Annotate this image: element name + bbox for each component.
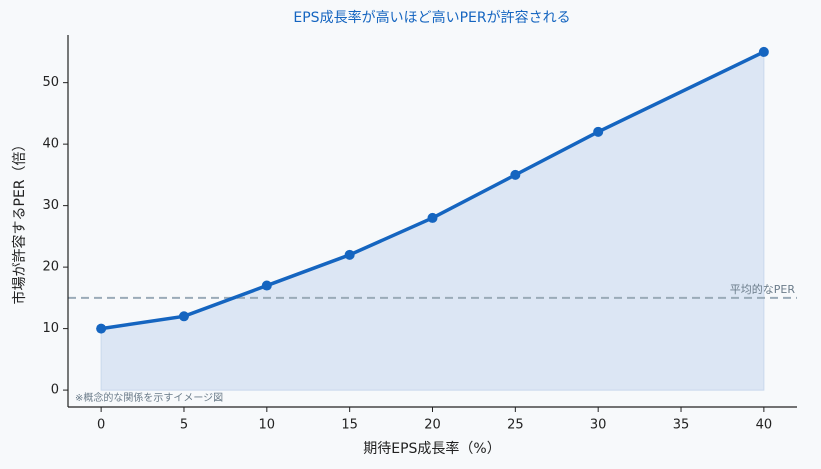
x-tick-label: 20 <box>424 418 441 433</box>
point <box>96 323 107 334</box>
point <box>758 46 769 57</box>
y-tick-label: 40 <box>42 137 59 152</box>
x-tick-label: 30 <box>590 418 607 433</box>
point <box>427 212 438 223</box>
point <box>510 169 521 180</box>
annotation: ※概念的な関係を示すイメージ図 <box>75 391 223 404</box>
x-tick-label: 15 <box>341 418 358 433</box>
y-tick-label: 30 <box>42 198 59 213</box>
y-tick-label: 0 <box>51 383 59 398</box>
point <box>593 126 604 137</box>
x-axis-label: 期待EPS成長率（%） <box>363 440 500 457</box>
point <box>261 280 272 291</box>
point <box>178 311 189 322</box>
x-tick-label: 35 <box>673 418 690 433</box>
chart-title: EPS成長率が高いほど高いPERが許容される <box>293 9 570 26</box>
y-tick-label: 50 <box>42 75 59 90</box>
x-tick-label: 10 <box>259 418 276 433</box>
y-axis-label: 市場が許容するPER（倍） <box>11 137 28 304</box>
y-tick-label: 20 <box>42 260 59 275</box>
reference-label: 平均的なPER <box>730 282 796 296</box>
x-tick-label: 5 <box>180 418 188 433</box>
line <box>100 50 765 331</box>
point <box>344 249 355 260</box>
x-tick-label: 25 <box>507 418 524 433</box>
y-tick-label: 10 <box>42 321 59 336</box>
x-tick-label: 40 <box>756 418 773 433</box>
x-tick-label: 0 <box>97 418 105 433</box>
